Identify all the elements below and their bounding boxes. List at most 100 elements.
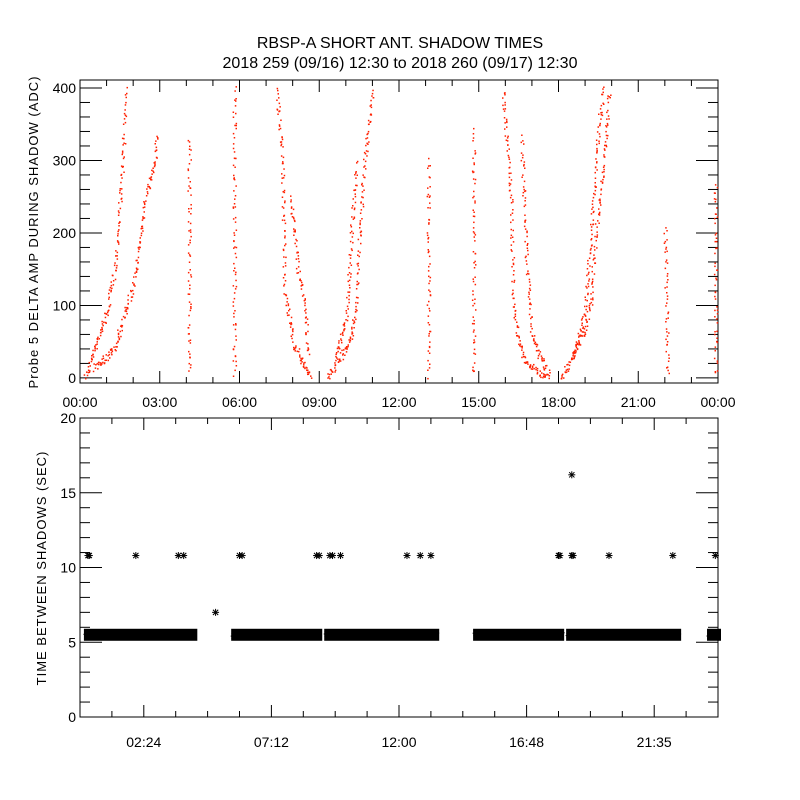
star-stroke — [669, 552, 676, 559]
data-point — [123, 118, 126, 120]
data-point — [122, 157, 125, 160]
data-point — [517, 326, 520, 329]
data-point — [352, 198, 354, 200]
data-point — [334, 362, 336, 364]
data-point — [284, 293, 287, 296]
star-marker — [712, 629, 720, 637]
data-point — [586, 287, 588, 289]
data-point — [301, 361, 303, 363]
data-point — [104, 359, 106, 362]
data-point — [473, 329, 475, 331]
data-point — [591, 233, 593, 236]
data-point — [527, 270, 529, 272]
data-point — [716, 240, 718, 243]
data-point — [569, 361, 572, 363]
data-point — [519, 343, 522, 345]
data-point — [512, 219, 514, 221]
data-point — [714, 252, 716, 255]
data-point — [306, 349, 309, 352]
data-point — [370, 114, 373, 116]
data-point — [360, 209, 363, 211]
data-point — [100, 329, 102, 331]
data-point — [666, 230, 668, 232]
data-point — [282, 161, 284, 163]
data-point — [524, 197, 527, 199]
data-point — [504, 128, 506, 130]
data-point — [586, 305, 588, 308]
data-point — [714, 265, 716, 268]
data-point — [356, 174, 358, 176]
data-point — [357, 283, 359, 286]
data-point — [147, 186, 149, 188]
data-point — [281, 219, 284, 221]
data-point — [527, 243, 529, 245]
data-point — [281, 162, 284, 165]
data-point — [235, 124, 237, 127]
data-point — [293, 348, 296, 350]
data-point — [521, 347, 523, 349]
data-point — [154, 161, 156, 163]
data-point — [112, 284, 115, 286]
data-point — [348, 298, 350, 301]
data-point — [116, 240, 119, 242]
data-point — [118, 338, 121, 341]
data-point — [189, 287, 191, 290]
data-point — [354, 316, 356, 319]
data-point — [354, 174, 356, 176]
data-point — [475, 264, 477, 266]
star-stroke — [316, 552, 323, 559]
data-point — [105, 313, 108, 315]
data-point — [355, 308, 357, 311]
data-point — [190, 364, 192, 366]
data-point — [521, 176, 523, 178]
data-point — [505, 118, 508, 121]
data-point — [277, 113, 279, 115]
data-point — [524, 356, 527, 359]
data-point — [667, 279, 669, 281]
data-point — [512, 292, 514, 295]
data-point — [327, 377, 329, 379]
data-band — [230, 628, 323, 641]
data-point — [580, 319, 583, 321]
data-point — [524, 167, 526, 169]
data-point — [664, 267, 667, 270]
data-point — [362, 203, 364, 206]
data-point — [342, 331, 344, 334]
data-point — [588, 318, 591, 320]
data-point — [591, 266, 593, 268]
data-point — [584, 331, 586, 334]
data-point — [232, 207, 235, 209]
data-point — [126, 313, 128, 315]
star-stroke — [175, 552, 182, 559]
data-point — [601, 93, 604, 96]
data-point — [294, 347, 296, 350]
data-point — [341, 341, 343, 344]
data-point — [110, 352, 113, 354]
star-stroke — [96, 629, 103, 636]
data-point — [510, 179, 513, 181]
data-point — [187, 327, 190, 329]
data-point — [300, 288, 303, 290]
x-tick-label: 21:00 — [621, 394, 656, 410]
data-point — [473, 362, 476, 364]
data-point — [590, 213, 593, 215]
data-point — [472, 231, 475, 233]
data-point — [714, 184, 717, 186]
data-point — [510, 228, 512, 231]
star-stroke — [606, 552, 612, 559]
x-tick-label: 07:12 — [254, 734, 289, 750]
data-point — [96, 343, 98, 345]
data-point — [233, 247, 235, 249]
data-point — [522, 186, 525, 188]
data-point — [359, 212, 362, 214]
data-point — [473, 370, 475, 372]
data-point — [714, 346, 717, 348]
data-point — [521, 356, 523, 359]
data-point — [366, 133, 368, 136]
data-point — [305, 333, 307, 336]
data-point — [349, 336, 352, 338]
data-point — [572, 355, 574, 357]
star-stroke — [86, 552, 93, 559]
data-point — [141, 225, 143, 228]
data-point — [149, 187, 152, 190]
